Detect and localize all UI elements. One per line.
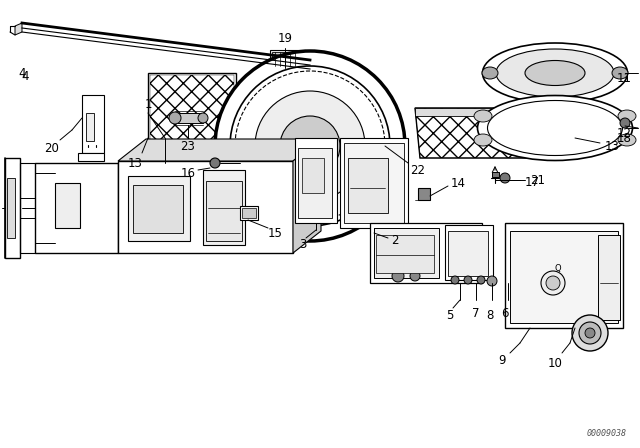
Bar bbox=[128, 176, 190, 241]
Text: 18: 18 bbox=[616, 132, 632, 145]
Ellipse shape bbox=[210, 158, 220, 168]
Bar bbox=[348, 158, 388, 213]
Polygon shape bbox=[82, 95, 104, 153]
Bar bbox=[448, 231, 488, 276]
Bar bbox=[510, 231, 618, 323]
Text: 3: 3 bbox=[300, 237, 307, 250]
Bar bbox=[374, 228, 439, 278]
Text: 20: 20 bbox=[45, 142, 60, 155]
Ellipse shape bbox=[474, 110, 492, 122]
Ellipse shape bbox=[483, 43, 627, 103]
Bar bbox=[598, 235, 620, 320]
Text: 15: 15 bbox=[268, 227, 282, 240]
Ellipse shape bbox=[482, 67, 498, 79]
Text: 7: 7 bbox=[472, 306, 480, 319]
Polygon shape bbox=[78, 153, 104, 161]
Text: 5: 5 bbox=[446, 309, 454, 322]
Bar bbox=[203, 170, 245, 245]
Text: 11: 11 bbox=[616, 72, 632, 85]
Ellipse shape bbox=[410, 271, 420, 281]
Ellipse shape bbox=[255, 91, 365, 201]
Bar bbox=[55, 183, 80, 228]
Ellipse shape bbox=[500, 173, 510, 183]
Text: 9: 9 bbox=[499, 353, 506, 366]
Bar bbox=[148, 73, 236, 208]
Bar bbox=[150, 75, 234, 206]
Ellipse shape bbox=[546, 276, 560, 290]
Ellipse shape bbox=[451, 276, 459, 284]
Ellipse shape bbox=[474, 134, 492, 146]
Text: 21: 21 bbox=[531, 173, 545, 186]
Text: 22: 22 bbox=[410, 164, 426, 177]
Ellipse shape bbox=[618, 134, 636, 146]
Ellipse shape bbox=[612, 67, 628, 79]
Polygon shape bbox=[118, 139, 321, 161]
Polygon shape bbox=[118, 161, 293, 253]
Bar bbox=[370, 223, 482, 283]
Text: 10: 10 bbox=[548, 357, 563, 370]
Polygon shape bbox=[575, 108, 580, 158]
Ellipse shape bbox=[230, 66, 390, 226]
Polygon shape bbox=[35, 163, 118, 253]
Text: 23: 23 bbox=[180, 139, 195, 152]
Ellipse shape bbox=[464, 276, 472, 284]
Ellipse shape bbox=[620, 118, 630, 128]
Bar bbox=[418, 188, 430, 200]
Bar bbox=[505, 223, 623, 328]
Text: 14: 14 bbox=[451, 177, 465, 190]
Polygon shape bbox=[15, 23, 22, 35]
Bar bbox=[298, 148, 332, 218]
Bar bbox=[376, 235, 434, 273]
Polygon shape bbox=[293, 139, 321, 253]
Text: 17: 17 bbox=[525, 176, 540, 189]
Ellipse shape bbox=[618, 110, 636, 122]
Bar bbox=[340, 138, 408, 228]
Bar bbox=[492, 172, 499, 177]
Ellipse shape bbox=[525, 60, 585, 86]
Bar bbox=[302, 158, 324, 193]
Text: Q: Q bbox=[555, 263, 561, 272]
Text: 6: 6 bbox=[501, 306, 509, 319]
Polygon shape bbox=[5, 158, 20, 258]
Bar bbox=[7, 178, 15, 238]
Polygon shape bbox=[415, 108, 580, 158]
Bar bbox=[242, 208, 256, 218]
Bar bbox=[240, 206, 258, 220]
Bar bbox=[272, 52, 303, 66]
Bar bbox=[445, 225, 493, 280]
Text: 4: 4 bbox=[21, 69, 29, 82]
Polygon shape bbox=[415, 108, 575, 116]
Text: 1: 1 bbox=[144, 98, 152, 111]
Ellipse shape bbox=[572, 315, 608, 351]
Bar bbox=[133, 185, 183, 233]
Text: 16: 16 bbox=[180, 167, 195, 180]
Ellipse shape bbox=[585, 328, 595, 338]
Text: 13: 13 bbox=[127, 156, 143, 169]
Text: 19: 19 bbox=[278, 31, 292, 44]
Ellipse shape bbox=[169, 112, 181, 124]
Ellipse shape bbox=[280, 116, 340, 176]
Ellipse shape bbox=[477, 95, 632, 160]
Text: 13: 13 bbox=[605, 139, 620, 152]
Ellipse shape bbox=[579, 322, 601, 344]
Bar bbox=[344, 143, 404, 223]
Text: 2: 2 bbox=[391, 233, 399, 246]
Ellipse shape bbox=[392, 270, 404, 282]
Ellipse shape bbox=[487, 276, 497, 286]
Text: 8: 8 bbox=[486, 309, 493, 322]
Text: 4: 4 bbox=[19, 66, 26, 79]
Bar bbox=[86, 113, 94, 141]
Bar bbox=[295, 138, 337, 223]
Ellipse shape bbox=[198, 113, 208, 123]
Ellipse shape bbox=[477, 276, 485, 284]
Bar bbox=[270, 50, 305, 68]
Bar bbox=[206, 181, 242, 241]
Text: 00009038: 00009038 bbox=[587, 428, 627, 438]
Ellipse shape bbox=[496, 49, 614, 97]
Ellipse shape bbox=[215, 51, 405, 241]
Ellipse shape bbox=[541, 271, 565, 295]
Bar bbox=[175, 113, 203, 123]
Text: 12: 12 bbox=[616, 126, 632, 139]
